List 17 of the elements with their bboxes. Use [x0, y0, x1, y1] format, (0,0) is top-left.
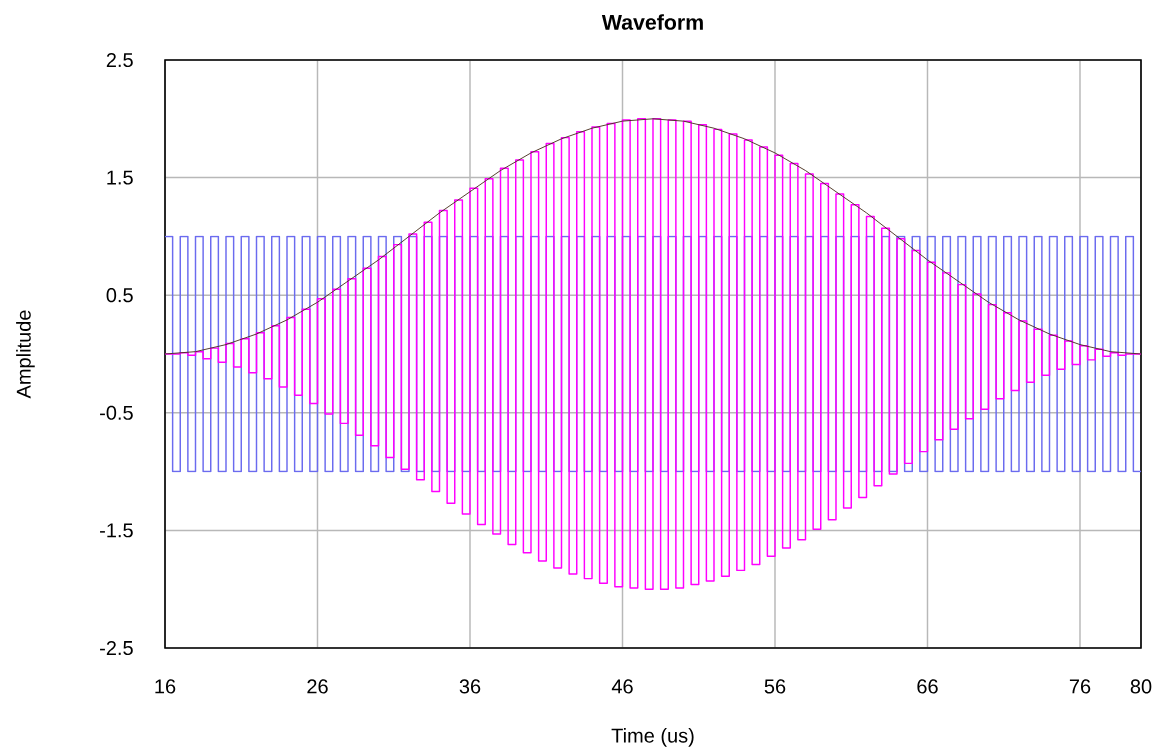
x-tick-label: 46: [611, 679, 633, 694]
x-axis-title: Time (us): [611, 727, 694, 747]
y-tick-label: -0.5: [100, 405, 133, 420]
y-tick-label: -1.5: [100, 523, 133, 538]
x-tick-label: 56: [764, 679, 786, 694]
y-axis-title: Amplitude: [16, 310, 35, 399]
y-tick-label: 0.5: [106, 288, 133, 303]
y-tick-label: 1.5: [107, 170, 133, 185]
x-tick-label: 26: [307, 679, 328, 694]
chart-title: Waveform: [601, 14, 703, 30]
x-tick-label: 16: [155, 679, 176, 694]
x-tick-label: 80: [1130, 679, 1152, 694]
x-tick-label: 76: [1069, 679, 1091, 694]
y-tick-label: -2.5: [100, 640, 133, 656]
x-tick-label: 66: [917, 679, 938, 694]
x-tick-label: 36: [459, 679, 481, 694]
y-tick-label: 2.5: [106, 52, 133, 68]
